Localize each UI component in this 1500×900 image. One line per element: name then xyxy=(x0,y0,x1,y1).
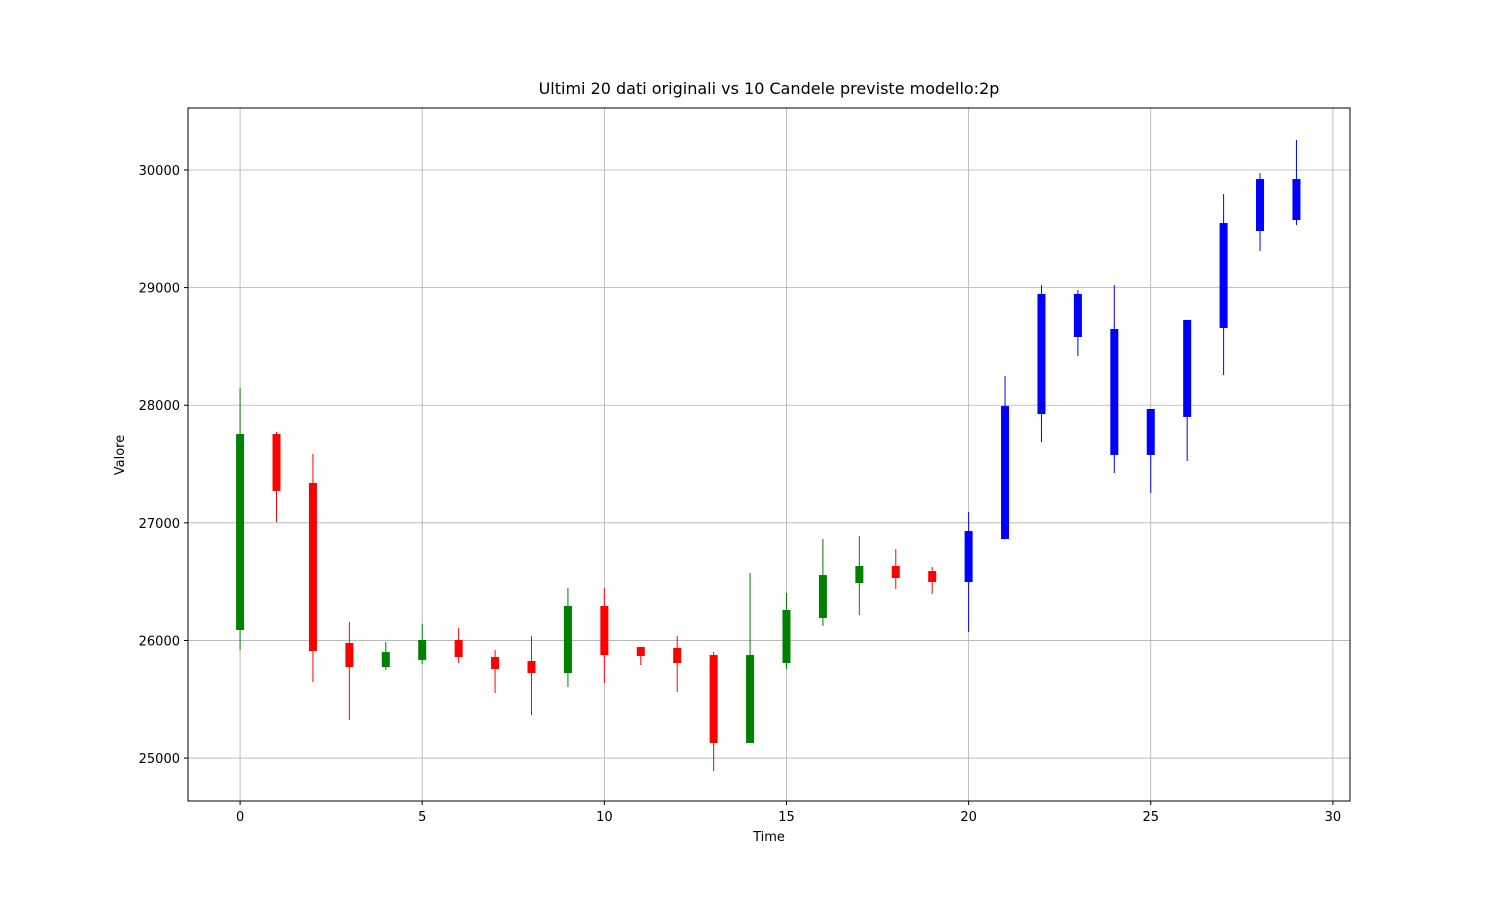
candle-body xyxy=(308,482,317,652)
x-tick-label: 20 xyxy=(960,810,977,825)
candle-body xyxy=(928,571,937,582)
candle-body xyxy=(600,605,609,656)
x-tick-label: 10 xyxy=(596,810,613,825)
x-tick-label: 5 xyxy=(418,810,426,825)
candle-body xyxy=(236,434,245,630)
candle-body xyxy=(891,566,900,578)
candle-body xyxy=(527,661,536,674)
candle-body xyxy=(1037,293,1046,415)
x-tick-label: 15 xyxy=(778,810,795,825)
candle-body xyxy=(746,655,755,744)
y-tick-label: 28000 xyxy=(139,399,180,414)
candle-body xyxy=(1001,406,1010,540)
y-tick-label: 27000 xyxy=(139,517,180,532)
candle-body xyxy=(1146,408,1155,455)
y-tick-label: 30000 xyxy=(139,164,180,179)
candle-body xyxy=(673,647,682,664)
x-tick-label: 25 xyxy=(1142,810,1159,825)
candle-body xyxy=(1183,319,1192,417)
candle-body xyxy=(964,531,973,582)
chart-title: Ultimi 20 dati originali vs 10 Candele p… xyxy=(539,79,1000,98)
candle-body xyxy=(454,639,463,658)
candle-body xyxy=(418,639,427,660)
y-tick-label: 26000 xyxy=(139,634,180,649)
x-tick-label: 30 xyxy=(1325,810,1342,825)
candle-body xyxy=(491,657,500,670)
candle-body xyxy=(1219,223,1228,328)
plot-frame xyxy=(187,107,1351,802)
candle-body xyxy=(709,655,718,744)
candle-body xyxy=(636,647,645,656)
y-tick-label: 29000 xyxy=(139,282,180,297)
x-tick-label: 0 xyxy=(236,810,244,825)
y-tick-label: 25000 xyxy=(139,752,180,767)
x-axis-label: Time xyxy=(752,830,785,845)
candle-body xyxy=(345,643,354,668)
candle-body xyxy=(1292,179,1301,220)
candle-body xyxy=(1110,329,1119,455)
candle-body xyxy=(782,609,791,664)
candle-body xyxy=(855,566,864,584)
candle-body xyxy=(381,652,390,668)
candle-body xyxy=(1073,293,1082,338)
candle-body xyxy=(818,575,827,618)
y-axis-label: Valore xyxy=(113,435,128,475)
candle-body xyxy=(272,434,281,491)
candle-body xyxy=(1256,179,1265,232)
candle-body xyxy=(563,605,572,674)
